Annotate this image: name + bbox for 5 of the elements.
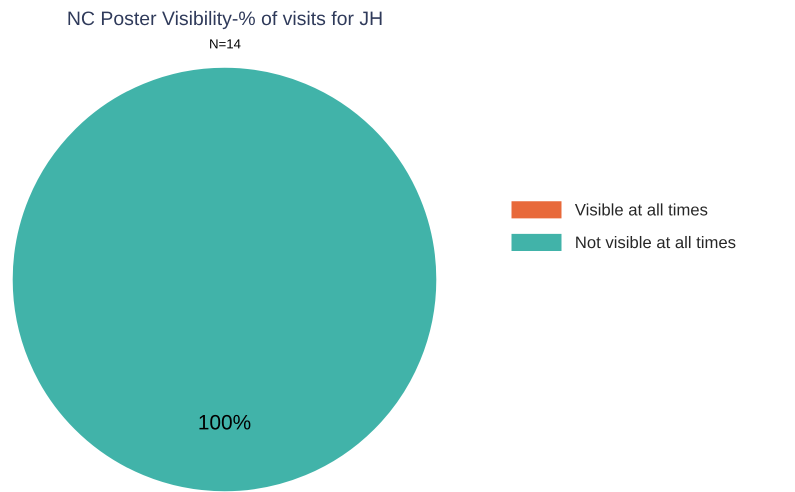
legend-label: Not visible at all times bbox=[576, 236, 736, 248]
legend-label: Visible at all times bbox=[574, 203, 708, 216]
chart-subtitle: N=14 bbox=[210, 39, 241, 48]
data-label: 100% bbox=[199, 414, 250, 430]
chart-title: NC Poster Visibility-% of visits for JH bbox=[68, 10, 382, 30]
